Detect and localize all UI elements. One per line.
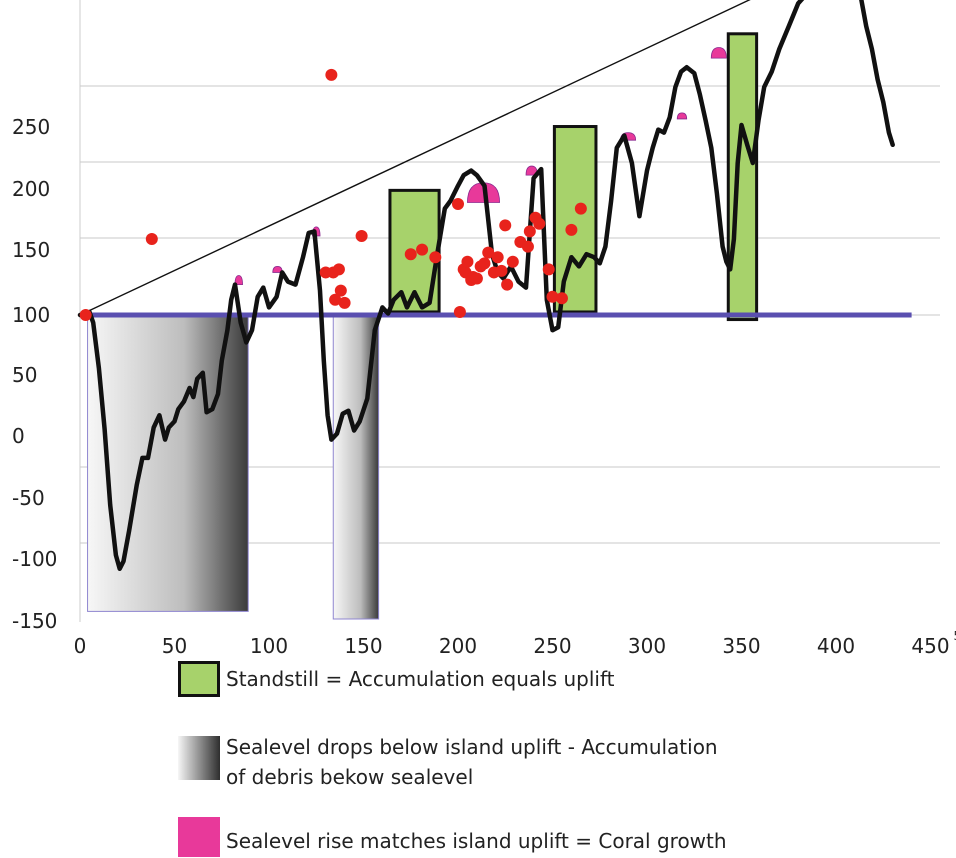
y-tick-200: 200 bbox=[12, 177, 50, 201]
legend-debris-label: Sealevel drops below island uplift - Acc… bbox=[226, 735, 718, 789]
coral-growth-areas bbox=[234, 47, 727, 285]
envelope-line-group bbox=[79, 0, 751, 316]
data-dot-26 bbox=[495, 264, 508, 277]
data-dot-21 bbox=[470, 272, 483, 285]
coral-growth-3 bbox=[234, 275, 243, 285]
standstill-boxes bbox=[388, 32, 759, 322]
x-tick-50: 50 bbox=[162, 634, 187, 658]
data-dot-34 bbox=[533, 217, 546, 230]
coral-growth-7 bbox=[676, 112, 688, 120]
x-tick-labels: 0 50 100 150 200 250 300 350 400 450 50 bbox=[74, 629, 956, 658]
standstill-box-1 bbox=[552, 125, 598, 314]
standstill-box-2 bbox=[726, 32, 759, 322]
x-tick-200: 200 bbox=[439, 634, 477, 658]
y-tick-100: 100 bbox=[12, 303, 50, 327]
data-dot-29 bbox=[506, 255, 519, 268]
data-dot-1 bbox=[145, 233, 158, 245]
y-tick-150: 150 bbox=[12, 238, 50, 262]
legend-standstill-label: Standstill = Accumulation equals uplift bbox=[226, 667, 615, 691]
legend-debris: Sealevel drops below island uplift - Acc… bbox=[178, 735, 718, 792]
uplift-curve bbox=[77, 0, 895, 572]
y-tick--100: -100 bbox=[12, 547, 57, 571]
data-dot-36 bbox=[546, 290, 559, 303]
data-dot-7 bbox=[329, 293, 342, 306]
y-tick--50: -50 bbox=[12, 486, 45, 510]
legend-coral-label: Sealevel rise matches island uplift = Co… bbox=[226, 829, 727, 853]
data-dot-39 bbox=[574, 202, 587, 215]
y-tick-0: 0 bbox=[12, 424, 25, 448]
y-tick-250: 250 bbox=[12, 115, 50, 139]
x-tick-400: 400 bbox=[817, 634, 855, 658]
x-tick-100: 100 bbox=[250, 634, 288, 658]
x-tick-0: 0 bbox=[74, 634, 87, 658]
data-dot-31 bbox=[521, 240, 534, 253]
data-dots bbox=[79, 68, 587, 321]
data-dot-28 bbox=[501, 278, 514, 291]
x-tick-150: 150 bbox=[344, 634, 382, 658]
data-dot-13 bbox=[452, 198, 464, 211]
y-tick-labels: 250 200 150 100 50 0 -50 -100 -150 bbox=[12, 115, 57, 633]
data-dot-17 bbox=[461, 255, 474, 268]
legend-standstill-swatch bbox=[178, 661, 220, 697]
x-tick-250: 250 bbox=[533, 634, 571, 658]
legend-debris-swatch bbox=[178, 736, 220, 780]
data-dot-11 bbox=[416, 243, 429, 256]
y-tick--150: -150 bbox=[12, 609, 57, 633]
data-dot-37 bbox=[555, 292, 568, 305]
data-dot-23 bbox=[482, 246, 495, 259]
data-dot-35 bbox=[542, 263, 555, 276]
data-dot-22 bbox=[478, 257, 491, 270]
curve-group bbox=[77, 0, 895, 572]
legend-standstill: Standstill = Accumulation equals uplift bbox=[178, 661, 615, 697]
legend-coral: Sealevel rise matches island uplift = Co… bbox=[178, 817, 727, 857]
data-dot-27 bbox=[499, 219, 512, 232]
x-tick-overflow: 50 bbox=[954, 629, 956, 643]
data-dot-14 bbox=[453, 305, 466, 318]
x-tick-300: 300 bbox=[628, 634, 666, 658]
data-dot-38 bbox=[565, 223, 578, 236]
x-tick-450: 450 bbox=[911, 634, 949, 658]
data-dot-12 bbox=[429, 251, 442, 264]
data-dot-9 bbox=[355, 229, 368, 242]
data-dot-2 bbox=[325, 68, 338, 81]
debris-zones bbox=[87, 314, 380, 620]
data-dot-6 bbox=[334, 284, 347, 297]
data-dot-5 bbox=[332, 263, 345, 276]
data-dot-10 bbox=[404, 248, 417, 261]
data-dot-8 bbox=[338, 296, 351, 309]
coral-growth-8 bbox=[710, 47, 727, 59]
data-dot-32 bbox=[523, 225, 536, 238]
data-dot-0 bbox=[79, 309, 92, 321]
data-dot-25 bbox=[491, 251, 504, 264]
envelope-line bbox=[79, 0, 751, 316]
y-tick-50: 50 bbox=[12, 363, 37, 387]
legend-coral-swatch bbox=[178, 817, 220, 857]
x-tick-350: 350 bbox=[722, 634, 760, 658]
